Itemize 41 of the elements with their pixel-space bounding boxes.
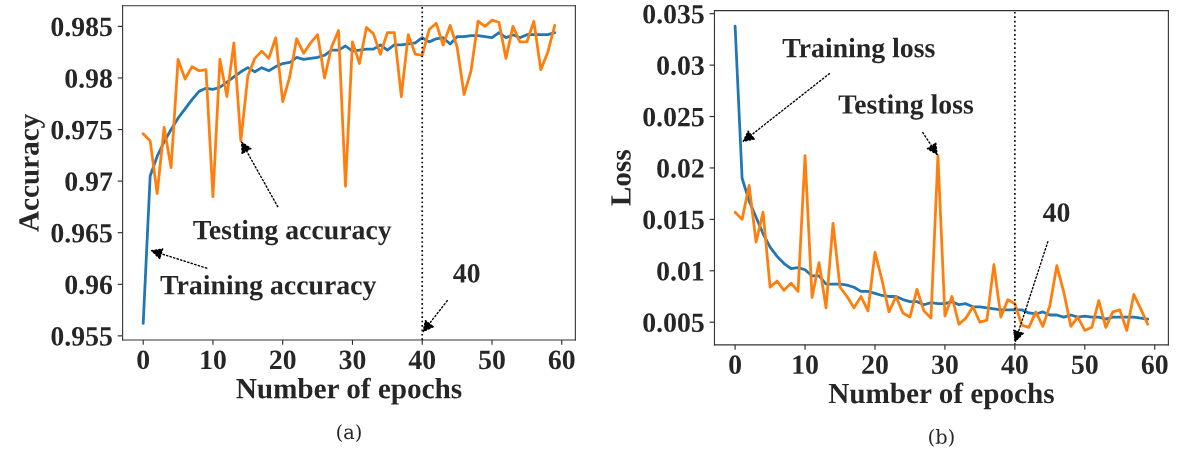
- y-axis-title: Accuracy: [19, 114, 45, 232]
- x-tick-label: 40: [1001, 355, 1028, 375]
- y-tick-label: 0.98: [65, 69, 112, 88]
- y-tick-label: 0.035: [643, 4, 704, 24]
- text: (a): [337, 424, 361, 442]
- annotation: Training loss: [782, 37, 935, 64]
- x-tick-label: 60: [548, 350, 575, 370]
- x-axis-title: Number of epochs: [828, 382, 1054, 410]
- line-series: [141, 18, 557, 198]
- x-tick-label: 10: [793, 355, 818, 375]
- x-tick-label: 50: [479, 350, 505, 370]
- y-tick-label: 0.03: [657, 56, 704, 76]
- y-tick-label: 0.025: [643, 107, 704, 127]
- y-axis-title: Loss: [611, 150, 631, 206]
- x-axis-title: Number of epochs: [236, 377, 462, 405]
- text: (b): [929, 429, 954, 447]
- x-tick-label: 10: [201, 350, 226, 370]
- y-tick-label: 0.965: [51, 223, 112, 243]
- annotation: 40: [453, 264, 480, 283]
- x-tick-label: 60: [1141, 355, 1168, 375]
- y-tick-label: 0.015: [643, 210, 704, 230]
- annotation: Training accuracy: [160, 275, 377, 301]
- x-tick-label: 20: [269, 350, 296, 370]
- y-tick-label: 0.975: [51, 120, 112, 140]
- y-tick-label: 0.005: [643, 313, 704, 333]
- annotation: 40: [1043, 203, 1070, 222]
- annotation: Testing accuracy: [193, 219, 392, 246]
- annotation: Testing loss: [838, 94, 974, 120]
- y-tick-label: 0.02: [657, 159, 704, 178]
- y-tick-label: 0.985: [51, 17, 112, 37]
- y-tick-label: 0.01: [657, 261, 704, 281]
- x-tick-label: 50: [1072, 355, 1098, 375]
- x-tick-label: 30: [339, 350, 366, 370]
- y-tick-label: 0.955: [51, 327, 112, 346]
- x-tick-label: 30: [932, 355, 958, 375]
- y-tick-label: 0.96: [65, 275, 113, 295]
- x-tick-label: 40: [408, 350, 436, 370]
- x-tick-label: 0: [729, 355, 741, 375]
- x-tick-label: 20: [862, 355, 888, 375]
- y-tick-label: 0.97: [65, 172, 113, 192]
- x-tick-label: 0: [137, 350, 150, 370]
